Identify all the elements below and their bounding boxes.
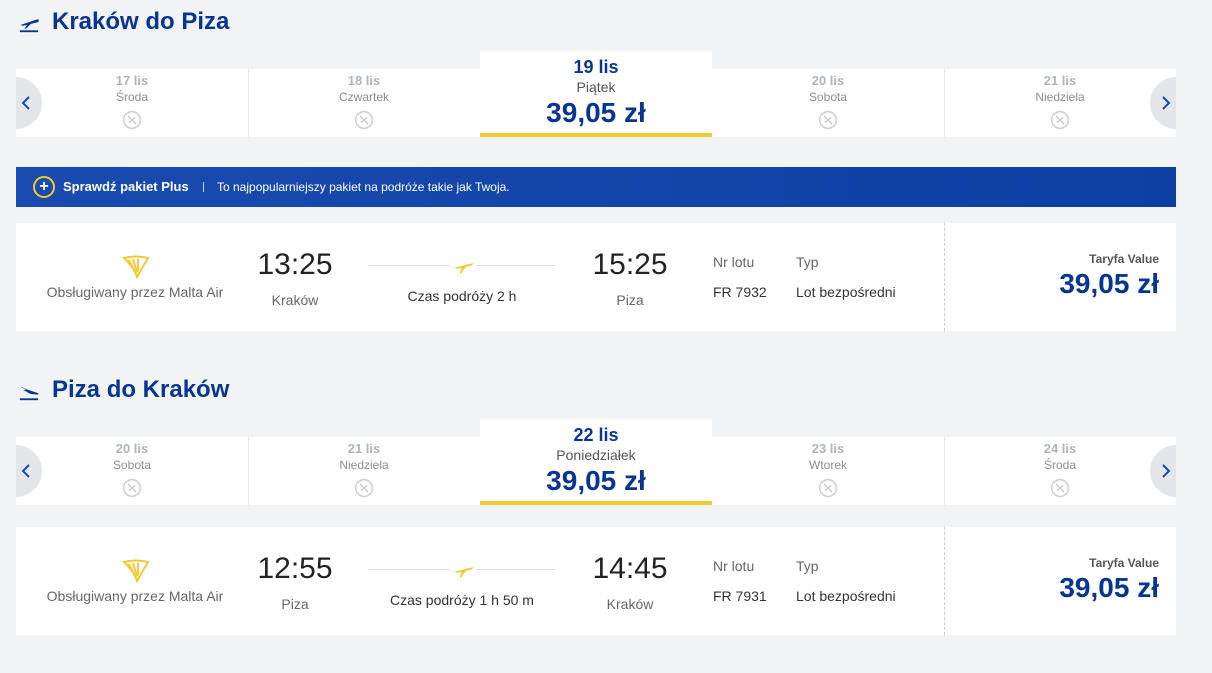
- day: Czwartek: [338, 90, 389, 104]
- flight-no: FR 7932: [713, 284, 767, 300]
- day: Niedziela: [339, 458, 389, 472]
- no-flight-icon: [1051, 111, 1069, 129]
- no-flight-icon: [1051, 479, 1069, 497]
- departure-time: 12:55: [257, 552, 333, 585]
- no-flight-icon: [355, 479, 373, 497]
- date-cell-selected[interactable]: [480, 419, 712, 505]
- banner-text: To najpopularniejszy pakiet na podróże t…: [217, 180, 510, 194]
- flight-card[interactable]: [16, 527, 1176, 635]
- day: Sobota: [808, 90, 848, 104]
- card-divider: [944, 527, 945, 635]
- duration: Czas podróży 2 h: [407, 288, 517, 304]
- direction-icon: [19, 19, 39, 33]
- fare-label: Taryfa Value: [1089, 252, 1159, 266]
- chevron: [21, 96, 30, 110]
- section-title: Kraków do Piza: [52, 8, 230, 35]
- no-flight-icon: [355, 111, 373, 129]
- date: 20 lis: [115, 441, 149, 456]
- banner-separator: [203, 182, 204, 192]
- type-label: Typ: [796, 254, 819, 270]
- airline-logo: [122, 255, 150, 279]
- date: 20 lis: [811, 73, 845, 88]
- arrival-city: Piza: [616, 292, 644, 308]
- date: 19 lis: [573, 57, 619, 77]
- arrival-time: 15:25: [592, 248, 668, 281]
- flight-no: FR 7931: [713, 588, 767, 604]
- duration: Czas podróży 1 h 50 m: [390, 592, 534, 608]
- date-cell-selected[interactable]: [480, 51, 712, 137]
- flight-no-label: Nr lotu: [713, 558, 755, 574]
- no-flight-icon: [819, 479, 837, 497]
- no-flight-icon: [123, 479, 141, 497]
- date: 23 lis: [811, 441, 845, 456]
- day: Sobota: [112, 458, 152, 472]
- fare-price: 39,05 zł: [1059, 572, 1159, 603]
- date: 24 lis: [1043, 441, 1077, 456]
- departure-city: Piza: [281, 596, 309, 612]
- day: Środa: [115, 90, 149, 104]
- day: Środa: [1043, 458, 1077, 472]
- arrival-time: 14:45: [592, 552, 668, 585]
- date: 18 lis: [347, 73, 381, 88]
- section-title: Piza do Kraków: [52, 376, 230, 403]
- date-cell[interactable]: [248, 437, 480, 505]
- plus-icon: +: [33, 176, 55, 198]
- arrival-city: Kraków: [606, 596, 654, 612]
- date: 21 lis: [1043, 73, 1077, 88]
- date-cell[interactable]: [944, 69, 1176, 137]
- departure-time: 13:25: [257, 248, 333, 281]
- day: Niedziela: [1035, 90, 1085, 104]
- no-flight-icon: [123, 111, 141, 129]
- day: Wtorek: [808, 458, 847, 472]
- day: Poniedziałek: [556, 447, 636, 463]
- date: 22 lis: [573, 425, 619, 445]
- banner-title: Sprawdź pakiet Plus: [63, 179, 189, 194]
- flight-card[interactable]: [16, 223, 1176, 331]
- date-cell[interactable]: [944, 437, 1176, 505]
- no-flight-icon: [819, 111, 837, 129]
- flight-no-label: Nr lotu: [713, 254, 755, 270]
- type: Lot bezpośredni: [796, 588, 896, 604]
- chevron: [1162, 464, 1171, 478]
- fare-price: 39,05 zł: [1059, 268, 1159, 299]
- chevron: [21, 464, 30, 478]
- price: 39,05 zł: [546, 465, 646, 496]
- operator: Obsługiwany przez Malta Air: [46, 588, 224, 604]
- fare-label: Taryfa Value: [1089, 556, 1159, 570]
- type-label: Typ: [796, 558, 819, 574]
- chevron: [1162, 96, 1171, 110]
- plane-icon: [450, 559, 476, 581]
- departure-city: Kraków: [271, 292, 319, 308]
- card-divider: [944, 223, 945, 331]
- date: 17 lis: [115, 73, 149, 88]
- airline-logo: [122, 559, 150, 583]
- plus-banner[interactable]: [16, 167, 1176, 207]
- price: 39,05 zł: [546, 97, 646, 128]
- date-cell[interactable]: [248, 69, 480, 137]
- day: Piątek: [576, 79, 616, 95]
- date: 21 lis: [347, 441, 381, 456]
- direction-icon: [19, 387, 39, 401]
- type: Lot bezpośredni: [796, 284, 896, 300]
- plane-icon: [450, 255, 476, 277]
- operator: Obsługiwany przez Malta Air: [46, 284, 224, 300]
